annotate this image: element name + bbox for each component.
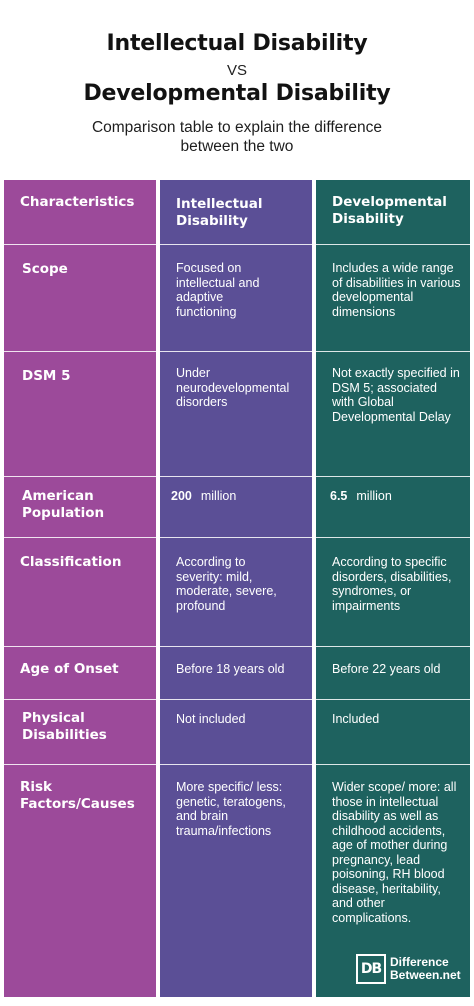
row-divider	[316, 699, 470, 700]
header-characteristics: Characteristics	[4, 180, 156, 244]
cell-text: Focused on intellectual and adaptive fun…	[176, 261, 260, 319]
row-divider	[160, 537, 312, 538]
cell-developmental-physical: Included	[316, 700, 470, 764]
row-divider	[316, 537, 470, 538]
cell-text: Under neurodevelopmental disorders	[176, 366, 290, 409]
row-label-text: Scope	[22, 261, 68, 277]
cell-text: According to specific disorders, disabil…	[332, 555, 452, 613]
row-label-text: American Population	[22, 488, 105, 521]
population-number: 200	[171, 489, 192, 503]
header-developmental-disability: Developmental Disability	[316, 180, 470, 244]
row-divider	[160, 646, 312, 647]
cell-developmental-age: Before 22 years old	[316, 647, 470, 699]
cell-text: Not exactly specified in DSM 5; associat…	[332, 366, 460, 424]
row-label-text: Risk Factors/Causes	[20, 779, 135, 812]
row-label-physical-disabilities: Physical Disabilities	[4, 700, 156, 764]
cell-intellectual-dsm5: Under neurodevelopmental disorders	[160, 352, 312, 476]
cell-text: Includes a wide range of disabilities in…	[332, 261, 461, 319]
row-divider	[316, 646, 470, 647]
row-label-text: Classification	[20, 554, 122, 570]
intellectual-disability-column: Intellectual Disability Focused on intel…	[160, 180, 312, 997]
row-divider	[316, 764, 470, 765]
row-divider	[4, 699, 156, 700]
population-number: 6.5	[330, 489, 348, 503]
subtitle-line1: Comparison table to explain the differen…	[91, 119, 383, 136]
row-divider	[160, 476, 312, 477]
row-divider	[4, 244, 156, 245]
row-divider	[160, 699, 312, 700]
row-divider	[4, 476, 156, 477]
differencebetween-logo: DB Difference Between.net	[356, 951, 461, 987]
cell-text: Before 18 years old	[176, 662, 285, 676]
cell-text: Before 22 years old	[332, 662, 441, 676]
row-divider	[160, 244, 312, 245]
header-developmental-label: Developmental Disability	[332, 194, 447, 227]
cell-text: According to severity: mild, moderate, s…	[176, 555, 277, 613]
subtitle-line2: between the two	[180, 138, 294, 155]
row-divider	[4, 351, 156, 352]
page-title-line1: Intellectual Disability	[106, 31, 368, 56]
header-characteristics-label: Characteristics	[20, 194, 135, 210]
population-unit: million	[356, 489, 392, 503]
cell-intellectual-population: 200 million	[160, 477, 312, 537]
row-divider	[316, 244, 470, 245]
cell-intellectual-physical: Not included	[160, 700, 312, 764]
cell-text: Included	[332, 712, 380, 726]
cell-text: Not included	[176, 712, 246, 726]
cell-developmental-dsm5: Not exactly specified in DSM 5; associat…	[316, 352, 470, 476]
row-divider	[316, 351, 470, 352]
row-label-text: Physical Disabilities	[22, 710, 107, 743]
row-divider	[316, 476, 470, 477]
cell-developmental-population: 6.5 million	[316, 477, 470, 537]
row-divider	[4, 646, 156, 647]
row-divider	[160, 764, 312, 765]
developmental-disability-column: Developmental Disability Includes a wide…	[316, 180, 470, 997]
page-title-line2: Developmental Disability	[83, 81, 391, 106]
row-label-classification: Classification	[4, 538, 156, 646]
row-label-scope: Scope	[4, 245, 156, 351]
cell-developmental-classification: According to specific disorders, disabil…	[316, 538, 470, 646]
row-divider	[160, 351, 312, 352]
row-label-risk-factors: Risk Factors/Causes	[4, 765, 156, 997]
db-logo-icon: DB	[356, 954, 386, 984]
row-label-text: Age of Onset	[20, 661, 119, 677]
cell-intellectual-scope: Focused on intellectual and adaptive fun…	[160, 245, 312, 351]
characteristics-column: Characteristics Scope DSM 5 American Pop…	[4, 180, 156, 997]
row-label-text: DSM 5	[22, 368, 71, 384]
vs-label: VS	[226, 62, 247, 79]
cell-developmental-scope: Includes a wide range of disabilities in…	[316, 245, 470, 351]
logo-line1: Difference	[390, 955, 449, 969]
row-label-american-population: American Population	[4, 477, 156, 537]
row-label-dsm5: DSM 5	[4, 352, 156, 476]
header-intellectual-label: Intellectual Disability	[176, 196, 263, 229]
cell-intellectual-risk: More specific/ less: genetic, teratogens…	[160, 765, 312, 997]
cell-intellectual-classification: According to severity: mild, moderate, s…	[160, 538, 312, 646]
logo-line2: Between.net	[390, 968, 461, 982]
cell-text: More specific/ less: genetic, teratogens…	[176, 780, 286, 838]
population-unit: million	[200, 489, 237, 503]
cell-text: Wider scope/ more: all those in intellec…	[332, 780, 457, 925]
header-intellectual-disability: Intellectual Disability	[160, 180, 312, 244]
row-divider	[4, 537, 156, 538]
cell-developmental-risk: Wider scope/ more: all those in intellec…	[316, 765, 470, 997]
page-subtitle: Comparison table to explain the differen…	[0, 118, 474, 156]
row-label-age-of-onset: Age of Onset	[4, 647, 156, 699]
row-divider	[4, 764, 156, 765]
logo-text: Difference Between.net	[390, 956, 461, 982]
cell-intellectual-age: Before 18 years old	[160, 647, 312, 699]
